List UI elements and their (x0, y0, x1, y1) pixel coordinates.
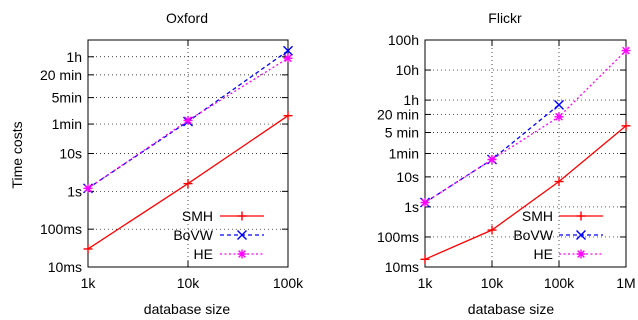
y-tick-label: 1h (403, 92, 419, 108)
series-line-he (424, 50, 627, 204)
data-point-he (84, 184, 92, 193)
y-tick-label: 1min (52, 116, 82, 132)
legend-marker-bovw (576, 230, 586, 240)
x-axis-label: database size (468, 301, 555, 317)
data-point-he (284, 54, 292, 63)
y-tick-label: 10ms (385, 259, 419, 275)
y-tick-label: 100ms (377, 229, 419, 245)
legend-label: BoVW (173, 227, 213, 243)
chart-title: Oxford (166, 10, 208, 26)
x-tick-label: 100k (273, 275, 304, 291)
data-point-he (184, 116, 192, 125)
plot-frame (424, 39, 627, 268)
series-line-smh (424, 125, 627, 260)
legend-label: BoVW (513, 227, 553, 243)
y-tick-label: 10h (396, 62, 419, 78)
y-tick-label: 1s (67, 183, 82, 199)
x-axis-label: database size (144, 301, 231, 317)
series-line-he (87, 57, 289, 189)
y-tick-label: 10ms (48, 259, 82, 275)
x-tick-label: 10k (177, 275, 201, 291)
y-tick-label: 100h (388, 32, 419, 48)
data-point-he (555, 112, 563, 121)
chart-title: Flickr (488, 10, 522, 26)
chart-flickr: Flickr database size 10ms 100ms 1s 10s 1min 5… (377, 10, 636, 317)
y-tick-label: 5min (52, 90, 82, 106)
plot-area: 10ms 100ms 1s 10s 1min 5min 20 min 1h 1k 10k 100k S… (40, 39, 304, 291)
x-tick-label: 1k (81, 275, 97, 291)
plot-frame (87, 39, 289, 268)
y-tick-label: 10s (59, 146, 82, 162)
y-tick-label: 10s (396, 169, 419, 185)
y-tick-label: 1s (404, 199, 419, 215)
legend-label: HE (194, 246, 213, 262)
y-tick-label: 1h (66, 49, 82, 65)
y-tick-label: 100ms (40, 221, 82, 237)
y-tick-label: 1min (389, 146, 419, 162)
legend-marker-he (238, 250, 246, 258)
legend-label: SMH (182, 208, 213, 224)
y-tick-label: 5 min (385, 125, 419, 141)
data-point-he (488, 155, 496, 164)
x-tick-label: 1M (616, 275, 635, 291)
y-tick-label: 20 min (40, 67, 82, 83)
legend-marker-bovw (237, 230, 247, 240)
data-point-bovw (554, 99, 564, 110)
data-point-bovw (283, 45, 293, 56)
data-point-he (421, 198, 429, 207)
y-axis-label: Time costs (9, 121, 25, 188)
y-tick-label: 20 min (377, 106, 419, 122)
legend-marker-he (577, 250, 585, 258)
legend-label: HE (534, 246, 553, 262)
x-tick-label: 1k (418, 275, 434, 291)
legend-label: SMH (522, 208, 553, 224)
x-tick-label: 10k (481, 275, 505, 291)
data-point-he (622, 46, 630, 55)
x-tick-label: 100k (544, 275, 575, 291)
chart-oxford: Oxford database size Time costs 10ms 100m… (9, 10, 304, 317)
